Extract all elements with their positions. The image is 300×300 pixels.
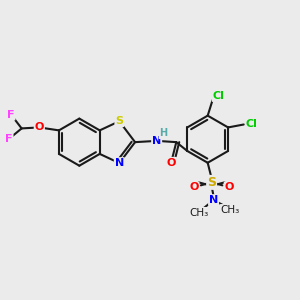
Text: N: N: [115, 158, 124, 168]
Text: N: N: [209, 195, 218, 205]
Text: S: S: [207, 176, 216, 189]
Text: CH₃: CH₃: [189, 208, 208, 218]
Text: F: F: [7, 110, 15, 120]
Text: O: O: [34, 122, 44, 132]
Text: CH₃: CH₃: [220, 205, 240, 215]
Text: N: N: [152, 136, 161, 146]
Text: S: S: [115, 116, 123, 126]
Text: O: O: [225, 182, 234, 192]
Text: F: F: [5, 134, 13, 144]
Text: O: O: [189, 182, 199, 192]
Text: O: O: [167, 158, 176, 168]
Text: Cl: Cl: [213, 91, 224, 101]
Text: Cl: Cl: [246, 119, 258, 130]
Text: H: H: [160, 128, 168, 138]
